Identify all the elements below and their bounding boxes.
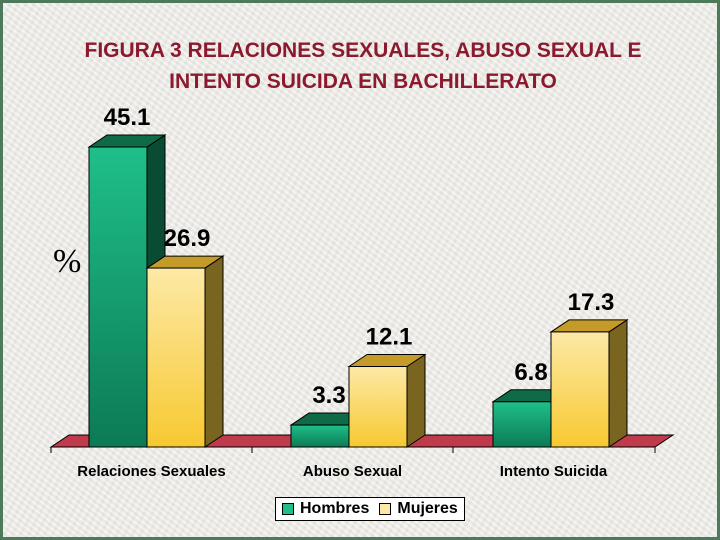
x-tick-label-1: Abuso Sexual xyxy=(303,463,402,480)
chart-title-line-2: INTENTO SUICIDA EN BACHILLERATO xyxy=(169,70,557,93)
bar-side-mujeres-1 xyxy=(406,353,426,448)
legend-swatch-hombres xyxy=(282,503,294,515)
x-tick-label-2: Intento Suicida xyxy=(500,463,608,480)
data-label-mujeres-0: 26.9 xyxy=(164,225,211,252)
chart-legend: Hombres Mujeres xyxy=(275,497,465,521)
chart-title-line-1: FIGURA 3 RELACIONES SEXUALES, ABUSO SEXU… xyxy=(84,39,642,62)
bar-mujeres-2 xyxy=(550,331,610,448)
legend-label-mujeres: Mujeres xyxy=(397,500,458,517)
legend-item-mujeres: Mujeres xyxy=(379,500,458,518)
data-label-hombres-2: 6.8 xyxy=(514,359,547,386)
bar-hombres-0 xyxy=(88,146,148,448)
data-label-hombres-1: 3.3 xyxy=(312,382,345,409)
bar-side-mujeres-2 xyxy=(608,318,628,448)
bar-chart: Relaciones Sexuales Abuso Sexual Intento S… xyxy=(49,104,675,480)
legend-label-hombres: Hombres xyxy=(300,500,370,517)
bar-mujeres-1 xyxy=(348,366,408,448)
bar-hombres-1 xyxy=(290,424,350,448)
legend-swatch-mujeres xyxy=(379,503,392,515)
y-axis-label: % xyxy=(53,243,82,280)
bar-side-mujeres-0 xyxy=(204,255,224,448)
data-label-mujeres-2: 17.3 xyxy=(568,289,615,316)
data-label-hombres-0: 45.1 xyxy=(104,104,151,131)
bar-mujeres-0 xyxy=(146,267,206,448)
legend-item-hombres: Hombres xyxy=(282,500,369,518)
data-label-mujeres-1: 12.1 xyxy=(366,324,413,351)
chart-title: FIGURA 3 RELACIONES SEXUALES, ABUSO SEXU… xyxy=(23,35,703,97)
x-tick-label-0: Relaciones Sexuales xyxy=(77,463,225,480)
bar-hombres-2 xyxy=(492,401,552,448)
